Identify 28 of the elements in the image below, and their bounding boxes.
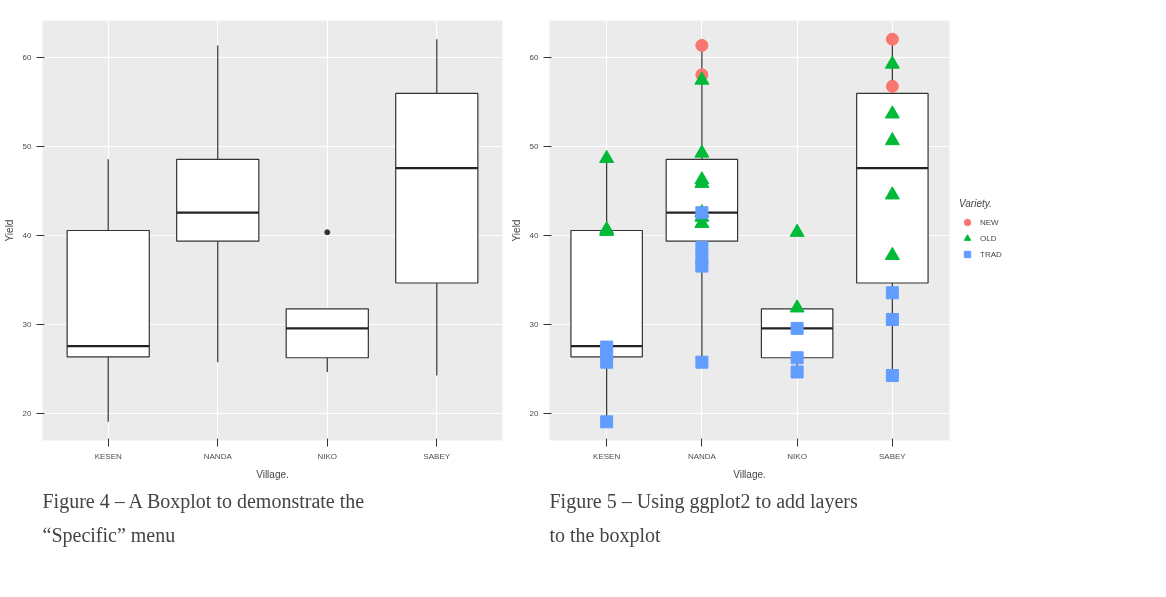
x-tick-label: NANDA — [203, 451, 233, 461]
y-tick-label: 20 — [22, 409, 33, 419]
legend-label: OLD — [980, 232, 998, 245]
y-axis-title: Yield — [3, 219, 15, 242]
y-tick-label: 30 — [22, 320, 33, 330]
x-tick-label: NIKO — [317, 451, 338, 461]
x-tick-label: SABEY — [423, 451, 451, 461]
caption: Figure 4 – A Boxplot to demonstrate the “Specific” menu — [42, 489, 365, 547]
y-tick-label: 60 — [22, 53, 33, 63]
y-tick-label: 40 — [529, 231, 540, 241]
x-tick-label: KESEN — [94, 451, 122, 461]
x-tick-label: NANDA — [687, 451, 717, 461]
y-tick-label: 50 — [529, 142, 540, 152]
y-tick-label: 20 — [529, 409, 540, 419]
y-tick-label: 40 — [22, 231, 33, 241]
caption: Figure 5 – Using ggplot2 to add layers to the boxplot — [549, 489, 859, 547]
y-axis-title: Yield — [510, 219, 522, 242]
x-axis-title: Village. — [256, 468, 289, 480]
x-tick-label: NIKO — [787, 451, 807, 461]
x-axis-title: Village. — [733, 468, 766, 480]
x-tick-label: SABEY — [879, 451, 907, 461]
y-tick-label: 60 — [529, 53, 540, 63]
legend-title: Variety. — [959, 198, 993, 209]
legend-label: TRAD — [980, 248, 1002, 261]
x-tick-label: KESEN — [593, 451, 621, 461]
y-tick-label: 30 — [529, 320, 540, 330]
y-tick-label: 50 — [22, 142, 33, 152]
legend-label: NEW — [980, 216, 1000, 229]
